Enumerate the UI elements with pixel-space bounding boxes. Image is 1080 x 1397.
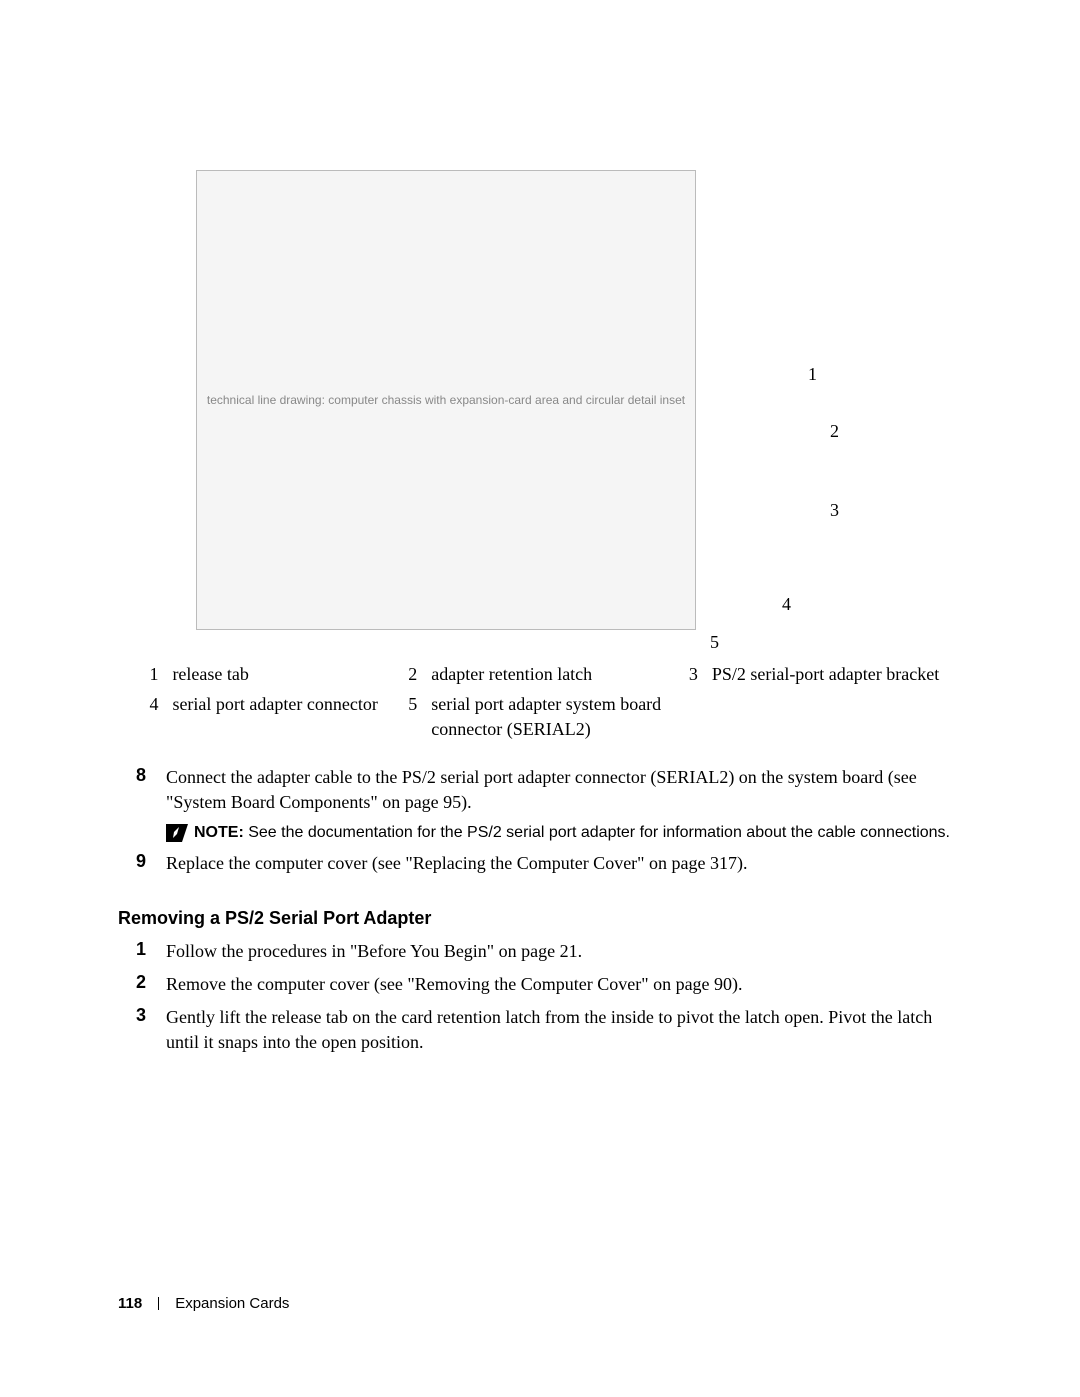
diagram-placeholder: technical line drawing: computer chassis… [196, 170, 696, 630]
legend-row: 4 serial port adapter connector 5 serial… [142, 692, 962, 747]
step-row: 3 Gently lift the release tab on the car… [118, 1005, 962, 1055]
legend-text: adapter retention latch [431, 662, 681, 692]
page-number: 118 [118, 1295, 142, 1312]
legend-text: release tab [172, 662, 400, 692]
note-body: See the documentation for the PS/2 seria… [244, 824, 950, 841]
steps-continuation: 8 Connect the adapter cable to the PS/2 … [118, 765, 962, 876]
note-label: NOTE: [194, 824, 244, 841]
step-row: 1 Follow the procedures in "Before You B… [118, 939, 962, 964]
step-number: 9 [118, 851, 166, 872]
diagram-placeholder-label: technical line drawing: computer chassis… [207, 393, 685, 407]
legend-text: PS/2 serial-port adapter bracket [712, 662, 962, 692]
step-row: 2 Remove the computer cover (see "Removi… [118, 972, 962, 997]
step-number: 3 [118, 1005, 166, 1026]
legend-num [681, 692, 711, 747]
diagram-callout-2: 2 [830, 421, 839, 442]
section-heading: Removing a PS/2 Serial Port Adapter [118, 908, 962, 929]
diagram-callout-5: 5 [710, 632, 719, 653]
step-number: 8 [118, 765, 166, 786]
legend-text: serial port adapter system board connect… [431, 692, 681, 747]
step-number: 1 [118, 939, 166, 960]
step-row: 8 Connect the adapter cable to the PS/2 … [118, 765, 962, 815]
step-text: Gently lift the release tab on the card … [166, 1005, 962, 1055]
footer-section: Expansion Cards [175, 1295, 289, 1312]
steps-removal: 1 Follow the procedures in "Before You B… [118, 939, 962, 1054]
diagram-callout-1: 1 [808, 364, 817, 385]
step-number: 2 [118, 972, 166, 993]
legend-row: 1 release tab 2 adapter retention latch … [142, 662, 962, 692]
legend-num: 5 [401, 692, 431, 747]
diagram-callout-4: 4 [782, 594, 791, 615]
step-text: Replace the computer cover (see "Replaci… [166, 851, 962, 876]
diagram-callout-3: 3 [830, 500, 839, 521]
diagram-area: technical line drawing: computer chassis… [118, 170, 962, 646]
footer-divider [158, 1297, 159, 1310]
step-text: Connect the adapter cable to the PS/2 se… [166, 765, 962, 815]
page-footer: 118 Expansion Cards [118, 1295, 289, 1312]
note-text: NOTE: See the documentation for the PS/2… [194, 823, 950, 844]
step-text: Remove the computer cover (see "Removing… [166, 972, 962, 997]
legend-num: 4 [142, 692, 172, 747]
legend-num: 1 [142, 662, 172, 692]
legend-num: 3 [681, 662, 711, 692]
note-icon [166, 824, 188, 842]
manual-page: technical line drawing: computer chassis… [0, 0, 1080, 1397]
legend-num: 2 [401, 662, 431, 692]
diagram-legend: 1 release tab 2 adapter retention latch … [142, 662, 962, 747]
note-row: NOTE: See the documentation for the PS/2… [166, 823, 962, 844]
step-row: 9 Replace the computer cover (see "Repla… [118, 851, 962, 876]
legend-table: 1 release tab 2 adapter retention latch … [142, 662, 962, 747]
legend-text: serial port adapter connector [172, 692, 400, 747]
step-text: Follow the procedures in "Before You Beg… [166, 939, 962, 964]
legend-text [712, 692, 962, 747]
